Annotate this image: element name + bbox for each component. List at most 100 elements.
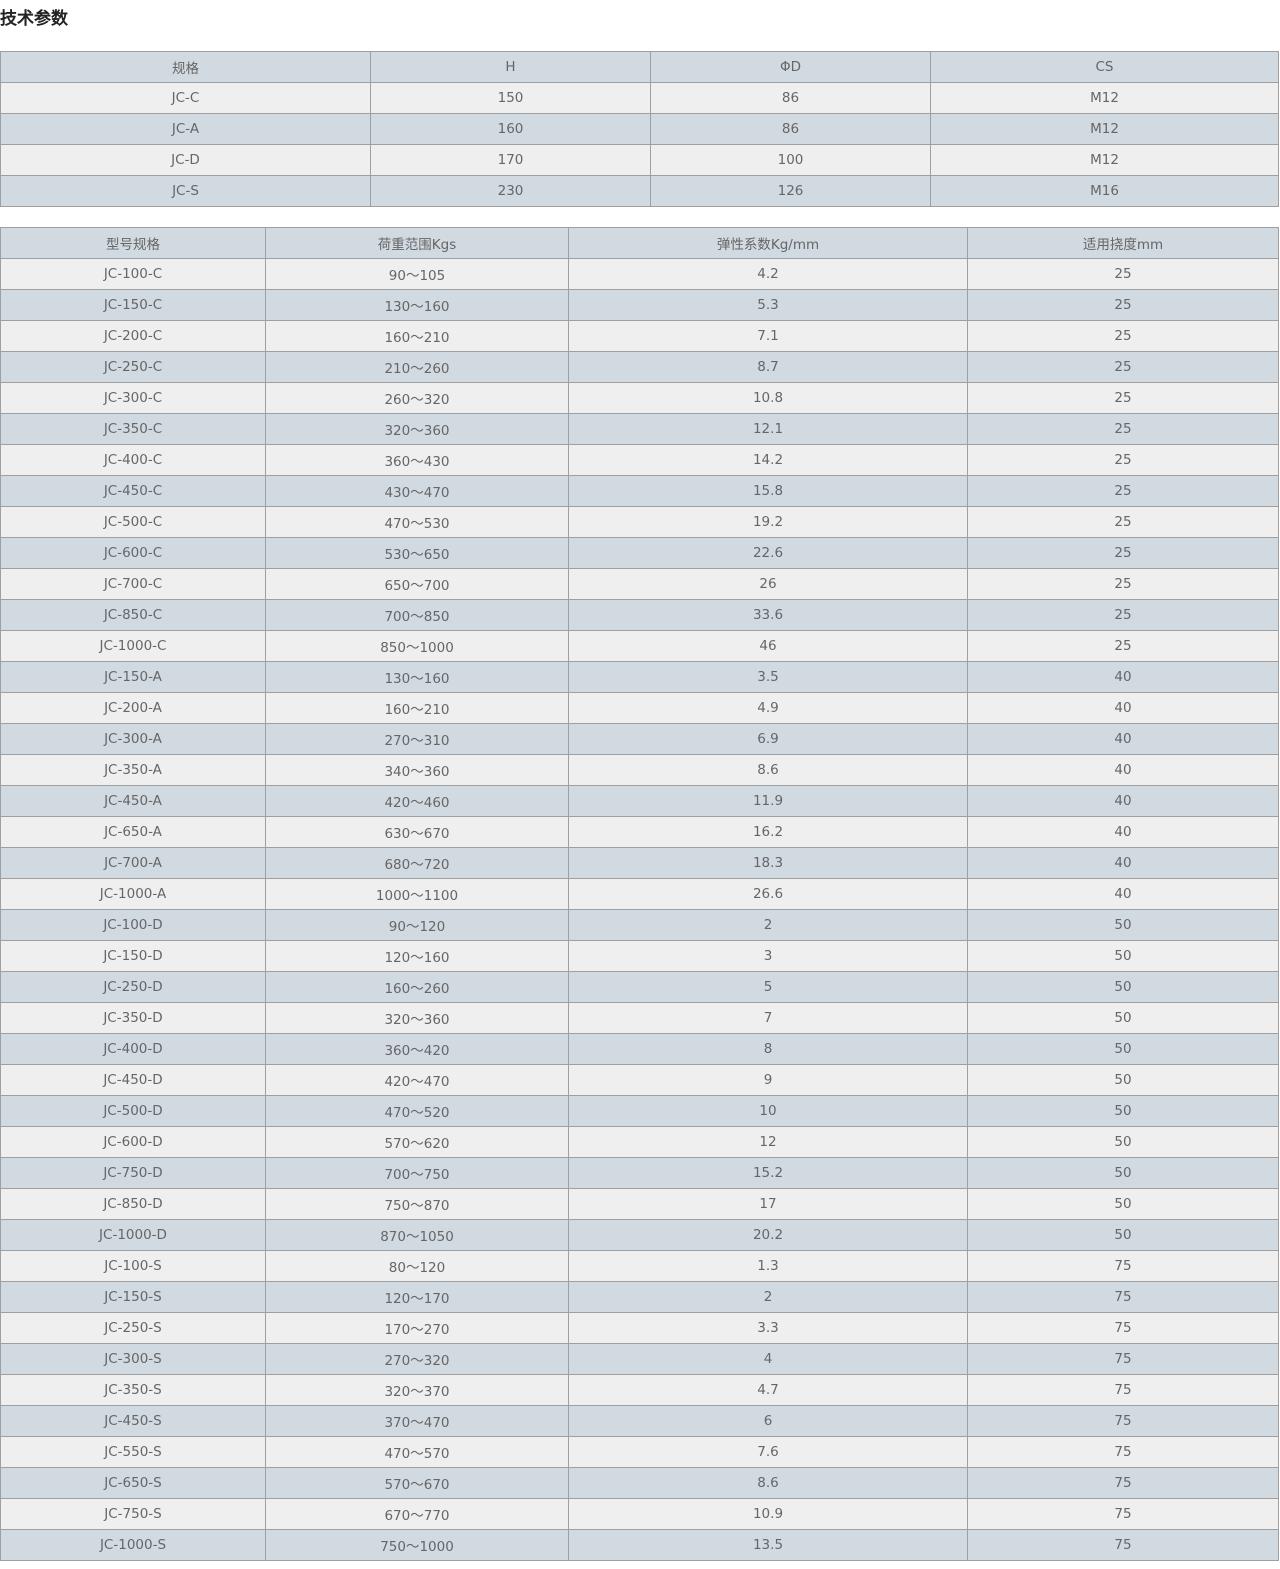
table-row: JC-100-C 90～105 4.2 25 <box>0 258 1279 290</box>
table-cell: JC-750-S <box>0 1498 266 1530</box>
table-cell: 75 <box>967 1250 1279 1282</box>
table-cell: 50 <box>967 1064 1279 1096</box>
table-row: JC-200-A 160～210 4.9 40 <box>0 692 1279 724</box>
table-row: JC-450-C 430～470 15.8 25 <box>0 475 1279 507</box>
spec-parameters-table: 型号规格 荷重范围Kgs 弹性系数Kg/mm 适用挠度mm JC-100-C 90～105… <box>0 227 1279 1561</box>
table-cell: 25 <box>967 444 1279 476</box>
table-cell: 25 <box>967 413 1279 445</box>
table-cell: 570～670 <box>265 1467 569 1499</box>
column-header: 适用挠度mm <box>967 227 1279 259</box>
table-cell: 90～120 <box>265 909 569 941</box>
table-cell: JC-150-D <box>0 940 266 972</box>
table-cell: M12 <box>930 113 1279 145</box>
table-cell: 120～160 <box>265 940 569 972</box>
table-cell: 160～210 <box>265 320 569 352</box>
table-cell: JC-250-S <box>0 1312 266 1344</box>
table-cell: JC-200-A <box>0 692 266 724</box>
table-row: JC-750-D 700～750 15.2 50 <box>0 1157 1279 1189</box>
table-cell: 4 <box>568 1343 968 1375</box>
table-cell: JC-1000-C <box>0 630 266 662</box>
table-cell: 75 <box>967 1405 1279 1437</box>
table-row: JC-500-D 470～520 10 50 <box>0 1095 1279 1127</box>
table-cell: 86 <box>650 82 931 114</box>
table-row: JC-650-S 570～670 8.6 75 <box>0 1467 1279 1499</box>
table-cell: 25 <box>967 537 1279 569</box>
table-cell: 100 <box>650 144 931 176</box>
table-cell: 420～460 <box>265 785 569 817</box>
table-cell: 470～530 <box>265 506 569 538</box>
table-cell: 50 <box>967 909 1279 941</box>
table-row: JC-300-A 270～310 6.9 40 <box>0 723 1279 755</box>
table-row: JC-100-S 80～120 1.3 75 <box>0 1250 1279 1282</box>
table-cell: JC-450-D <box>0 1064 266 1096</box>
table-cell: JC-150-A <box>0 661 266 693</box>
table-cell: JC-650-A <box>0 816 266 848</box>
table-cell: 650～700 <box>265 568 569 600</box>
table-row: JC-D 170 100 M12 <box>0 144 1279 176</box>
table-cell: 25 <box>967 258 1279 290</box>
table-cell: 360～420 <box>265 1033 569 1065</box>
table-cell: 9 <box>568 1064 968 1096</box>
table-cell: 13.5 <box>568 1529 968 1561</box>
table-cell: JC-450-A <box>0 785 266 817</box>
table-cell: JC-300-C <box>0 382 266 414</box>
table-row: JC-750-S 670～770 10.9 75 <box>0 1498 1279 1530</box>
table-cell: 14.2 <box>568 444 968 476</box>
table-cell: 26 <box>568 568 968 600</box>
table-cell: JC-350-C <box>0 413 266 445</box>
table-cell: 170～270 <box>265 1312 569 1344</box>
table-row: JC-350-D 320～360 7 50 <box>0 1002 1279 1034</box>
table-row: JC-200-C 160～210 7.1 25 <box>0 320 1279 352</box>
table-cell: 700～750 <box>265 1157 569 1189</box>
table-cell: 1000～1100 <box>265 878 569 910</box>
table-row: JC-100-D 90～120 2 50 <box>0 909 1279 941</box>
table-cell: 130～160 <box>265 661 569 693</box>
table-cell: 270～320 <box>265 1343 569 1375</box>
table-cell: 126 <box>650 175 931 207</box>
table-cell: 80～120 <box>265 1250 569 1282</box>
table-row: JC-850-D 750～870 17 50 <box>0 1188 1279 1220</box>
table-cell: 40 <box>967 661 1279 693</box>
table-cell: 40 <box>967 816 1279 848</box>
table-cell: 25 <box>967 320 1279 352</box>
table-cell: 160 <box>370 113 651 145</box>
table-body: 型号规格 荷重范围Kgs 弹性系数Kg/mm 适用挠度mm JC-100-C 90～105… <box>0 227 1279 1561</box>
table-cell: 470～520 <box>265 1095 569 1127</box>
table-cell: 3.3 <box>568 1312 968 1344</box>
table-cell: JC-100-D <box>0 909 266 941</box>
table-cell: 2 <box>568 1281 968 1313</box>
table-cell: JC-600-C <box>0 537 266 569</box>
table-cell: 18.3 <box>568 847 968 879</box>
table-cell: JC-1000-S <box>0 1529 266 1561</box>
table-cell: 5 <box>568 971 968 1003</box>
table-cell: JC-700-C <box>0 568 266 600</box>
table-cell: 33.6 <box>568 599 968 631</box>
table-cell: 75 <box>967 1436 1279 1468</box>
table-cell: 750～870 <box>265 1188 569 1220</box>
table-row: JC-250-D 160～260 5 50 <box>0 971 1279 1003</box>
table-row: JC-1000-C 850～1000 46 25 <box>0 630 1279 662</box>
table-cell: 25 <box>967 351 1279 383</box>
table-cell: JC-A <box>0 113 371 145</box>
table-row: JC-700-C 650～700 26 25 <box>0 568 1279 600</box>
table-cell: 1.3 <box>568 1250 968 1282</box>
table-cell: 75 <box>967 1343 1279 1375</box>
table-cell: 320～360 <box>265 413 569 445</box>
table-row: JC-350-C 320～360 12.1 25 <box>0 413 1279 445</box>
table-cell: 7.6 <box>568 1436 968 1468</box>
table-cell: 50 <box>967 1095 1279 1127</box>
table-cell: 680～720 <box>265 847 569 879</box>
table-cell: 6 <box>568 1405 968 1437</box>
table-row: JC-400-D 360～420 8 50 <box>0 1033 1279 1065</box>
table-cell: 40 <box>967 723 1279 755</box>
table-cell: 75 <box>967 1498 1279 1530</box>
table-row: JC-850-C 700～850 33.6 25 <box>0 599 1279 631</box>
table-row: JC-350-A 340～360 8.6 40 <box>0 754 1279 786</box>
table-cell: M12 <box>930 82 1279 114</box>
table-cell: JC-450-C <box>0 475 266 507</box>
table-cell: JC-450-S <box>0 1405 266 1437</box>
table-cell: JC-350-D <box>0 1002 266 1034</box>
table-cell: JC-650-S <box>0 1467 266 1499</box>
table-cell: 270～310 <box>265 723 569 755</box>
table-row: JC-450-A 420～460 11.9 40 <box>0 785 1279 817</box>
